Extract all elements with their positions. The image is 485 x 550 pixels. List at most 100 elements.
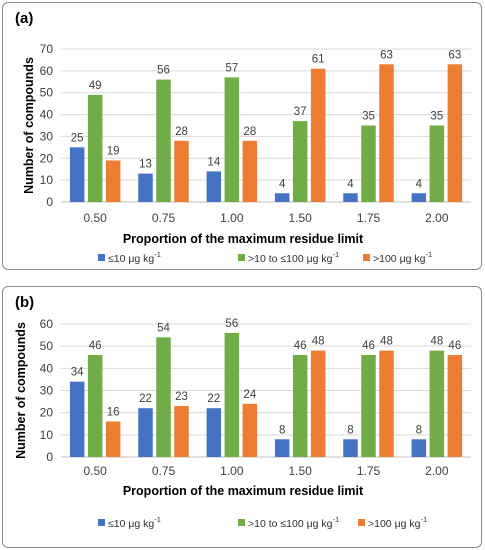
chart-panel-a: (a) 0 10 20 30 40 50 60 70 Number of compounds 0.5… [2,2,482,270]
legend-label: ≤10 μg kg [108,518,154,530]
data-label: 8 [347,424,353,436]
data-label: 8 [416,424,422,436]
data-label: 54 [157,322,170,334]
bar [379,64,394,202]
x-axis-title: Proportion of the maximum residue limit [123,484,364,498]
bar [292,121,308,202]
data-label: 23 [175,391,188,403]
data-label: 48 [430,336,443,348]
legend-entry: >10 to ≤100 μg kg-1 [248,515,339,530]
data-label: 28 [175,126,188,138]
y-tick-label: 60 [40,64,54,78]
x-tick-label: 0.50 [83,464,107,478]
data-label: 35 [362,111,375,123]
bar [379,350,394,457]
data-label: 19 [107,145,120,157]
y-axis-title: Number of compounds [22,57,36,194]
bar [310,350,326,457]
y-tick-label: 20 [40,151,54,165]
x-tick-label: 1.50 [288,211,312,225]
y-tick-label: 10 [40,173,54,187]
bar [156,337,171,457]
x-tick-label: 2.00 [425,211,449,225]
bar [69,147,85,202]
data-label: 34 [71,367,84,379]
y-tick-label: 0 [46,195,53,209]
bar [411,193,427,202]
legend-label: ≤10 μg kg [108,253,154,265]
bar [429,125,445,202]
x-axis-title: Proportion of the maximum residue limit [123,232,364,246]
bar [156,79,171,202]
bar [343,439,358,457]
y-tick-label: 50 [40,339,54,353]
data-label: 22 [139,393,152,405]
panel-label: (a) [15,10,33,27]
x-tick-label: 1.75 [357,211,381,225]
data-label: 63 [448,49,461,61]
panel-label: (b) [15,294,34,311]
bar [242,140,258,202]
legend-entry: ≤10 μg kg-1 [108,515,161,530]
legend-entry: ≤10 μg kg-1 [108,250,161,265]
data-label: 48 [380,336,393,348]
data-label: 14 [207,156,220,168]
bar [447,64,463,202]
bar [138,173,153,202]
legend-swatch [358,519,365,526]
data-label: 8 [279,424,285,436]
bar [206,408,222,457]
legend-entry: >100 μg kg-1 [373,250,432,265]
bar [411,439,427,457]
data-label: 56 [157,65,170,77]
data-label: 46 [448,340,461,352]
bar [242,403,258,457]
legend-entry: >10 to ≤100 μg kg-1 [248,250,339,265]
y-tick-label: 30 [40,384,54,398]
data-label: 49 [89,80,102,92]
data-label: 57 [225,62,238,74]
x-tick-label: 1.00 [220,211,244,225]
x-tick-label: 0.75 [152,464,176,478]
legend-label-superscript: -1 [420,515,427,524]
bar [224,332,240,457]
bar [310,68,326,203]
bar [206,171,222,202]
bar [174,406,189,457]
data-label: 35 [430,111,443,123]
bar-chart-a: (a) 0 10 20 30 40 50 60 70 Number of compounds 0.5… [15,10,471,265]
data-label: 4 [279,178,286,190]
bar [447,355,463,457]
x-tick-label: 1.00 [220,464,244,478]
y-tick-label: 0 [46,450,53,464]
x-tick-label: 2.00 [425,464,449,478]
legend-label: >100 μg kg [368,518,421,530]
bar [274,439,290,457]
data-label: 13 [139,159,152,171]
legend-label: >10 to ≤100 μg kg [248,518,333,530]
chart-panel-b: (b) 0 10 20 30 40 50 60 Number of compounds 0.50 3… [2,286,482,548]
data-label: 56 [225,318,238,330]
legend-swatch [363,254,370,261]
x-tick-label: 1.75 [357,464,381,478]
y-tick-label: 60 [40,317,54,331]
data-label: 46 [294,340,307,352]
bar [87,94,103,202]
data-label: 28 [243,126,256,138]
y-tick-label: 40 [40,108,54,122]
data-label: 46 [89,340,102,352]
legend-swatch [238,254,245,261]
data-label: 37 [294,106,307,118]
y-tick-label: 70 [40,42,54,56]
y-tick-label: 40 [40,361,54,375]
y-tick-label: 30 [40,129,54,143]
y-tick-label: 20 [40,406,54,420]
bar [292,355,308,457]
bar [429,350,445,457]
legend-label-superscript: -1 [333,515,340,524]
data-label: 16 [107,407,120,419]
legend-label: >100 μg kg [373,253,426,265]
data-label: 4 [416,178,423,190]
legend-label-superscript: -1 [425,250,432,259]
data-label: 4 [347,178,354,190]
